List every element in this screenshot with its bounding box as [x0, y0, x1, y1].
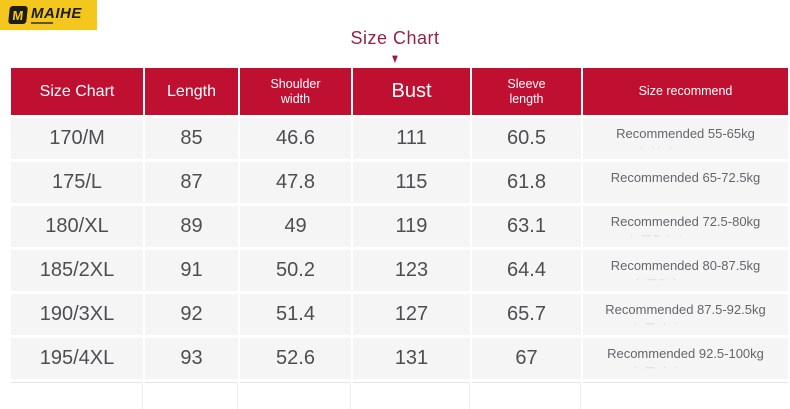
cell-sleeve: 60.5 — [472, 118, 581, 159]
erased-text-remnant: · ―– · · — [630, 230, 685, 240]
cell-recommend: Recommended 92.5-100kg · ― · · — [583, 338, 788, 379]
cell-length: 93 — [145, 338, 238, 379]
erased-text-remnant: · ―– · — [635, 274, 679, 284]
cell-recommend: Recommended 55-65kg · ·· · — [583, 118, 788, 159]
size-chart-table: Size Chart Length Shoulder width Bust Sl… — [11, 68, 788, 409]
cell-recommend: Recommended 72.5-80kg · ―– · · — [583, 206, 788, 247]
header-size-recommend: Size recommend — [583, 68, 788, 115]
page-title: Size Chart — [350, 28, 440, 48]
header-size-chart: Size Chart — [11, 68, 143, 115]
cell-size: 180/XL — [11, 206, 143, 247]
cell-size: 190/3XL — [11, 294, 143, 335]
empty-footer-cell — [583, 382, 788, 409]
recommend-text: Recommended 72.5-80kg — [610, 214, 761, 229]
cell-length: 89 — [145, 206, 238, 247]
header-sleeve-length: Sleeve length — [472, 68, 581, 115]
cell-length: 92 — [145, 294, 238, 335]
erased-text-remnant: · ·· · — [640, 142, 675, 152]
cell-sleeve: 65.7 — [472, 294, 581, 335]
header-bust: Bust — [353, 68, 470, 115]
brand-name-block: MAIHE — [31, 6, 82, 24]
cell-size: 195/4XL — [11, 338, 143, 379]
cell-shoulder: 47.8 — [240, 162, 351, 203]
cell-bust: 123 — [353, 250, 470, 291]
cell-bust: 119 — [353, 206, 470, 247]
recommend-text: Recommended 87.5-92.5kg — [605, 302, 766, 317]
cell-sleeve: 64.4 — [472, 250, 581, 291]
empty-footer-cell — [145, 382, 238, 409]
cell-bust: 131 — [353, 338, 470, 379]
empty-footer-cell — [472, 382, 581, 409]
recommend-text: Recommended 55-65kg — [616, 126, 755, 141]
cell-bust: 115 — [353, 162, 470, 203]
cell-bust: 111 — [353, 118, 470, 159]
empty-footer-cell — [353, 382, 470, 409]
empty-footer-cell — [240, 382, 351, 409]
cell-recommend: Recommended 80-87.5kg · ―– · — [583, 250, 788, 291]
cell-size: 170/M — [11, 118, 143, 159]
cell-recommend: Recommended 87.5-92.5kg · ― · · — [583, 294, 788, 335]
cell-shoulder: 46.6 — [240, 118, 351, 159]
cell-size: 185/2XL — [11, 250, 143, 291]
cell-shoulder: 49 — [240, 206, 351, 247]
cell-sleeve: 61.8 — [472, 162, 581, 203]
down-arrow-icon: ▼ — [390, 51, 400, 66]
cell-bust: 127 — [353, 294, 470, 335]
recommend-text: Recommended 80-87.5kg — [610, 258, 761, 273]
recommend-text: Recommended 92.5-100kg — [607, 346, 764, 361]
cell-shoulder: 52.6 — [240, 338, 351, 379]
cell-length: 87 — [145, 162, 238, 203]
cell-size: 175/L — [11, 162, 143, 203]
erased-text-remnant: · ― · · — [634, 318, 681, 328]
cell-shoulder: 50.2 — [240, 250, 351, 291]
brand-logo: M MAIHE — [0, 0, 97, 30]
cell-sleeve: 63.1 — [472, 206, 581, 247]
recommend-text: Recommended 65-72.5kg — [610, 170, 761, 185]
cell-recommend: Recommended 65-72.5kg — [583, 162, 788, 203]
empty-footer-cell — [11, 382, 143, 409]
cell-sleeve: 67 — [472, 338, 581, 379]
cell-shoulder: 51.4 — [240, 294, 351, 335]
header-shoulder-width: Shoulder width — [240, 68, 351, 115]
header-length: Length — [145, 68, 238, 115]
erased-text-remnant: · ― · · — [634, 362, 681, 372]
brand-tagline-remnant — [31, 22, 53, 24]
chart-title-block: Size Chart ▼ — [0, 28, 790, 65]
brand-monogram-icon: M — [8, 6, 28, 24]
cell-length: 85 — [145, 118, 238, 159]
cell-length: 91 — [145, 250, 238, 291]
brand-name: MAIHE — [31, 5, 82, 22]
